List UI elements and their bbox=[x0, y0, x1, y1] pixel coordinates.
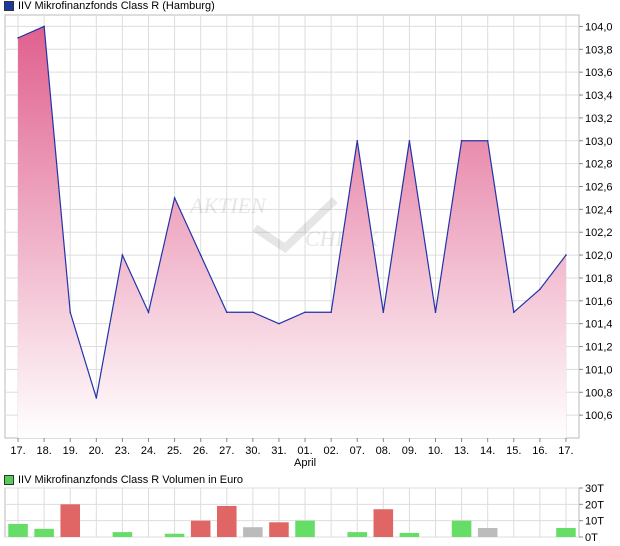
volume-bar bbox=[190, 520, 211, 537]
x-tick-label: 17. bbox=[10, 445, 25, 457]
volume-bar bbox=[556, 528, 576, 537]
x-tick-label: 15. bbox=[506, 445, 521, 457]
price-point bbox=[95, 397, 98, 399]
price-point bbox=[512, 311, 515, 314]
x-tick-label: 26. bbox=[193, 445, 208, 457]
price-point bbox=[460, 139, 463, 142]
x-tick-label: 18. bbox=[36, 445, 51, 457]
x-tick-label: 10. bbox=[428, 445, 443, 457]
y-tick-label: 103,8 bbox=[585, 44, 613, 56]
y-tick-label: 103,6 bbox=[585, 67, 613, 79]
x-month-label: April bbox=[294, 457, 316, 469]
watermark-text: AKTIEN bbox=[188, 193, 267, 218]
price-point bbox=[304, 311, 306, 314]
price-point bbox=[17, 37, 19, 39]
price-point bbox=[147, 311, 150, 314]
x-tick-label: 01. bbox=[297, 445, 312, 457]
y-tick-label: 101,4 bbox=[585, 319, 613, 331]
volume-bar bbox=[477, 528, 498, 537]
price-point bbox=[199, 254, 202, 256]
x-tick-label: 27. bbox=[219, 445, 234, 457]
volume-bar bbox=[60, 504, 81, 537]
y-tick-label: 101,2 bbox=[585, 342, 613, 354]
y-tick-label: 104,0 bbox=[585, 21, 613, 33]
price-point bbox=[69, 311, 72, 314]
y-tick-label: 100,8 bbox=[585, 387, 613, 399]
price-line bbox=[17, 25, 567, 399]
watermark-check-icon bbox=[252, 197, 338, 254]
volume-bar bbox=[216, 505, 237, 537]
x-tick-label: 20. bbox=[89, 445, 104, 457]
volume-bar bbox=[112, 532, 133, 537]
volume-bar bbox=[243, 527, 263, 537]
price-chart-title: IIV Mikrofinanzfonds Class R (Hamburg) bbox=[18, 0, 215, 12]
y-tick-label: 102,8 bbox=[585, 159, 613, 171]
price-legend-swatch bbox=[4, 1, 14, 11]
x-tick-label: 08. bbox=[376, 445, 391, 457]
y-tick-label: 101,6 bbox=[585, 296, 613, 308]
x-tick-label: 16. bbox=[532, 445, 547, 457]
y-tick-label: 103,2 bbox=[585, 113, 613, 125]
y-tick-label: 102,0 bbox=[585, 250, 613, 262]
price-point bbox=[330, 311, 332, 314]
volume-bar bbox=[347, 532, 368, 537]
volume-legend-swatch bbox=[4, 475, 14, 485]
volume-bar bbox=[8, 523, 28, 537]
price-point bbox=[434, 311, 437, 314]
price-point bbox=[252, 311, 254, 314]
volume-bar bbox=[373, 509, 394, 537]
x-tick-label: 02. bbox=[323, 445, 338, 457]
x-tick-label: 17. bbox=[558, 445, 573, 457]
price-point bbox=[486, 139, 489, 142]
x-tick-label: 19. bbox=[63, 445, 78, 457]
y-tick-label: 101,0 bbox=[585, 364, 613, 376]
price-area bbox=[18, 26, 566, 438]
x-tick-label: 25. bbox=[167, 445, 182, 457]
volume-tick-label: 0T bbox=[585, 532, 598, 544]
x-tick-label: 30. bbox=[245, 445, 260, 457]
y-tick-label: 100,6 bbox=[585, 410, 613, 422]
volume-bar bbox=[399, 532, 420, 537]
x-tick-label: 23. bbox=[115, 445, 130, 457]
volume-tick-label: 10T bbox=[585, 516, 604, 528]
price-point bbox=[278, 322, 280, 325]
volume-tick-label: 30T bbox=[585, 483, 604, 495]
volume-chart-title: IIV Mikrofinanzfonds Class R Volumen in … bbox=[18, 474, 243, 486]
price-point bbox=[173, 197, 176, 199]
price-point bbox=[382, 311, 385, 314]
volume-bar bbox=[295, 520, 315, 537]
price-point bbox=[408, 139, 411, 142]
price-legend: IIV Mikrofinanzfonds Class R (Hamburg) bbox=[4, 0, 215, 12]
price-point bbox=[565, 254, 567, 256]
y-tick-label: 102,6 bbox=[585, 181, 613, 193]
price-point bbox=[43, 25, 45, 28]
y-tick-label: 103,0 bbox=[585, 136, 613, 148]
x-tick-label: 07. bbox=[350, 445, 365, 457]
y-tick-label: 102,2 bbox=[585, 227, 613, 239]
volume-tick-label: 20T bbox=[585, 499, 604, 511]
volume-bar bbox=[451, 520, 472, 537]
volume-bar bbox=[269, 522, 289, 537]
y-tick-label: 103,4 bbox=[585, 90, 613, 102]
price-point bbox=[225, 311, 228, 314]
x-tick-label: 09. bbox=[402, 445, 417, 457]
y-tick-label: 101,8 bbox=[585, 273, 613, 285]
price-point bbox=[356, 139, 359, 142]
price-point bbox=[121, 254, 124, 256]
volume-bar bbox=[34, 528, 54, 537]
price-point bbox=[539, 288, 541, 291]
volume-bar bbox=[164, 533, 185, 537]
x-tick-label: 24. bbox=[141, 445, 156, 457]
volume-legend: IIV Mikrofinanzfonds Class R Volumen in … bbox=[4, 474, 243, 486]
y-tick-label: 102,4 bbox=[585, 204, 613, 216]
x-tick-label: 31. bbox=[271, 445, 286, 457]
x-tick-label: 14. bbox=[480, 445, 495, 457]
x-tick-label: 13. bbox=[454, 445, 469, 457]
